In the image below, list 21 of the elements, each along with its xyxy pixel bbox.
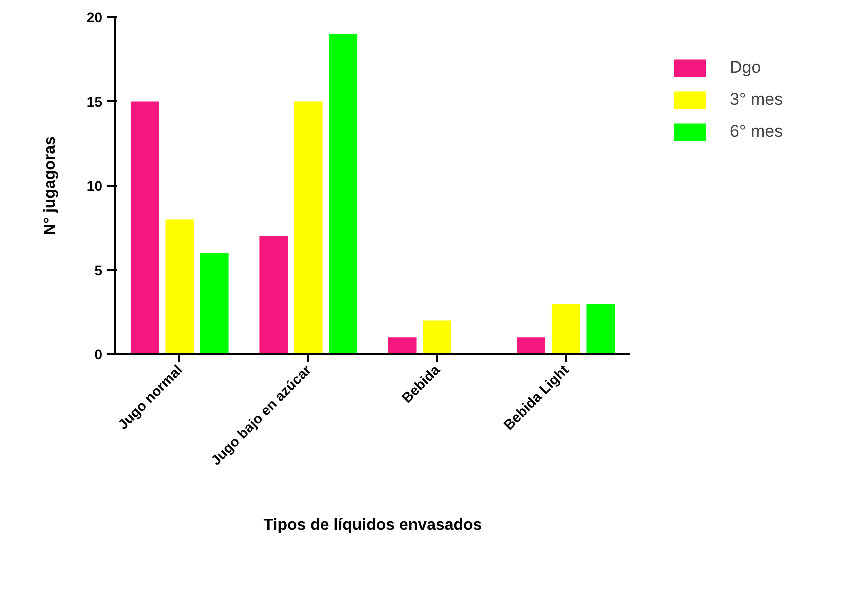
legend-label: 6° mes [730,122,784,142]
y-tick-label: 20 [86,10,103,26]
bar [130,102,160,354]
legend-label: Dgo [730,58,762,78]
x-axis-title: Tipos de líquidos envasados [264,516,482,534]
y-axis-title: N° jugagoras [42,136,59,236]
bar [294,102,323,354]
y-tick-label: 15 [86,94,103,110]
bar [388,338,417,354]
bar [260,236,288,354]
bar [423,320,452,354]
legend-label: 3° mes [730,90,784,110]
bar [517,338,546,354]
bar [329,34,358,354]
bar [166,220,194,354]
bar [586,304,616,354]
bar [200,253,229,354]
y-tick-label: 0 [94,346,103,362]
y-tick-label: 10 [86,178,103,194]
y-tick-label: 5 [94,262,103,278]
bar [552,304,580,354]
